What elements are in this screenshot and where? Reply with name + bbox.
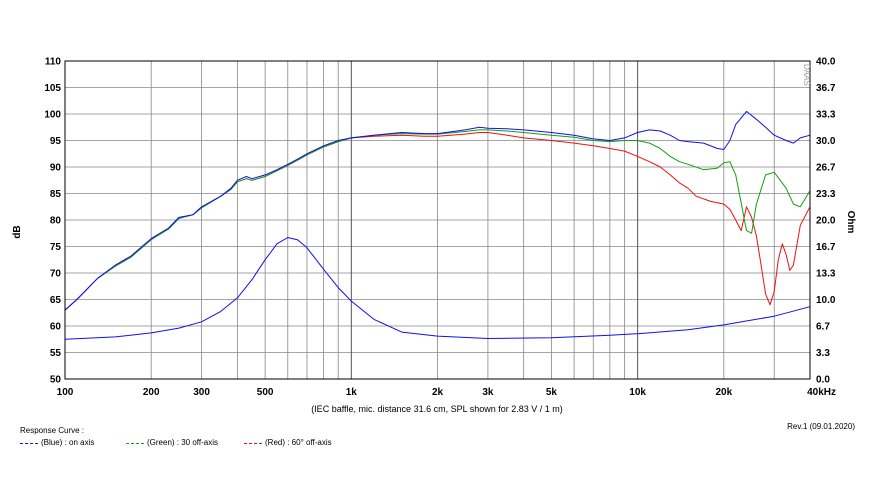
y2-tick-label: 36.7	[816, 83, 836, 94]
frequency-response-chart: 50 55 60 65 70 75 80 85 90 95 100 105 110 0.0 3.3 6.7 1…	[12, 57, 856, 415]
impedance-series-line	[64, 237, 811, 340]
y-tick-label: 100	[44, 110, 61, 121]
y-tick-label: 95	[50, 136, 62, 147]
y-axis-label: dB	[12, 225, 23, 238]
x-tick-label: 500	[257, 387, 274, 398]
y2-tick-label: 23.3	[816, 189, 836, 200]
legend-label-green: (Green) : 30 off-axis	[147, 438, 218, 447]
y-tick-label: 85	[50, 189, 62, 200]
x-axis-caption: (IEC baffle, mic. distance 31.6 cm, SPL …	[311, 404, 563, 414]
plot-frame	[64, 60, 811, 380]
legend-label-red: (Red) : 60° off-axis	[265, 438, 332, 447]
revision-label: Rev.1 (09.01.2020)	[787, 422, 855, 431]
x-tick-label: 20k	[715, 387, 732, 398]
y-tick-label: 75	[50, 242, 62, 253]
y2-tick-label: 16.7	[816, 242, 836, 253]
y-tick-label: 50	[50, 375, 62, 386]
y2-tick-label: 33.3	[816, 110, 836, 121]
off-axis-30-series-line	[64, 129, 811, 311]
legend-swatch-blue	[20, 443, 38, 444]
y2-axis-label: Ohm	[845, 211, 856, 234]
x-axis: 100 200 300 500 1k 2k 3k 5k 10k 20k 40kHz	[57, 387, 836, 398]
y2-tick-label: 40.0	[816, 57, 836, 68]
y2-tick-label: 30.0	[816, 136, 836, 147]
y-tick-label: 65	[50, 295, 62, 306]
x-tick-label: 100	[57, 387, 74, 398]
on-axis-series-line	[64, 110, 811, 311]
y-tick-label: 70	[50, 269, 62, 280]
y2-tick-label: 6.7	[816, 322, 830, 333]
x-tick-label: 5k	[546, 387, 558, 398]
x-tick-label: 200	[143, 387, 160, 398]
y2-tick-label: 3.3	[816, 348, 830, 359]
legend-swatch-red	[244, 443, 262, 444]
y-tick-label: 110	[45, 57, 62, 68]
x-tick-label: 1k	[346, 387, 358, 398]
legend-swatch-green	[126, 443, 144, 444]
x-tick-label: 3k	[482, 387, 494, 398]
y-tick-label: 90	[50, 163, 62, 174]
y-axis-left: 50 55 60 65 70 75 80 85 90 95 100 105 110	[44, 57, 61, 386]
x-tick-label: 300	[193, 387, 210, 398]
y2-tick-label: 10.0	[816, 295, 836, 306]
chart-series	[64, 110, 811, 340]
y-tick-label: 105	[44, 83, 61, 94]
legend-label-blue: (Blue) : on axis	[41, 438, 95, 447]
legend-heading: Response Curve :	[20, 426, 85, 435]
y2-tick-label: 13.3	[816, 269, 836, 280]
y2-tick-label: 26.7	[816, 163, 836, 174]
y-tick-label: 60	[50, 322, 62, 333]
x-tick-label: 2k	[432, 387, 444, 398]
y-tick-label: 55	[50, 348, 62, 359]
watermark: DAAS	[802, 64, 811, 86]
y-tick-label: 80	[50, 216, 62, 227]
y-axis-right: 0.0 3.3 6.7 10.0 13.3 16.7 20.0 23.3 26.7 30.0 33.…	[816, 57, 836, 386]
y2-tick-label: 20.0	[816, 216, 836, 227]
y2-tick-label: 0.0	[816, 375, 830, 386]
x-tick-label: 10k	[629, 387, 646, 398]
x-tick-label: 40kHz	[807, 387, 836, 398]
